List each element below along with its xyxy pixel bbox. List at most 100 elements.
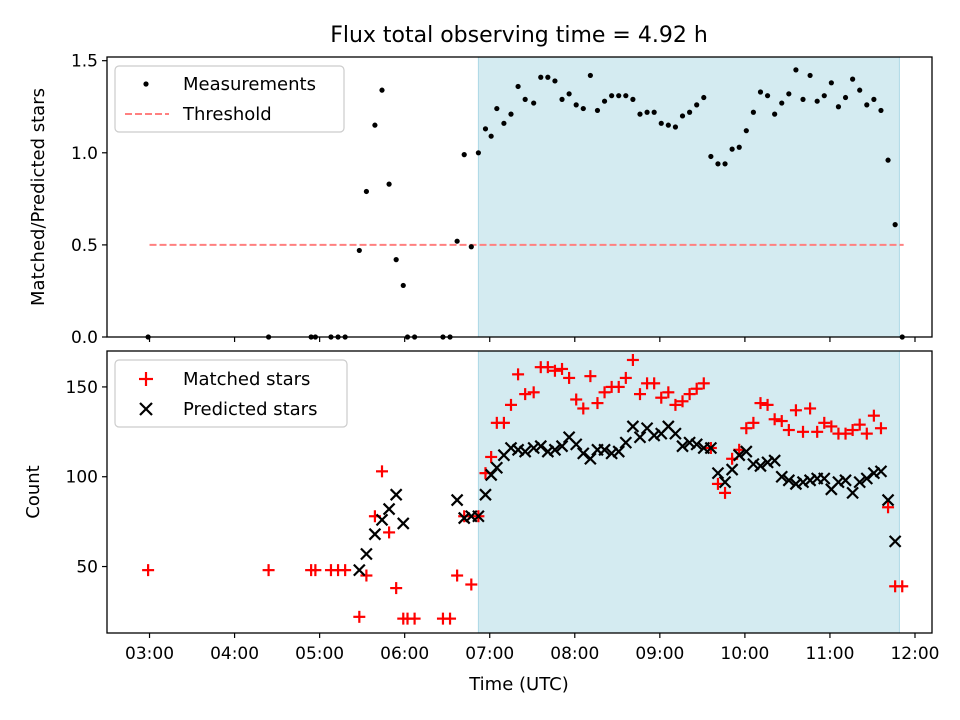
predicted-star-point — [860, 472, 874, 485]
y-tick-label: 100 — [66, 468, 98, 488]
predicted-x-b — [548, 443, 562, 457]
measurement-point — [501, 120, 507, 126]
predicted-x-b — [396, 517, 410, 530]
matched-star-point — [825, 420, 838, 433]
measurement-point — [807, 72, 813, 79]
matched-star-point — [512, 368, 525, 381]
legend-threshold-label: Threshold — [182, 104, 272, 125]
matched-star-point — [541, 361, 554, 374]
matched-star-point — [655, 391, 668, 404]
predicted-star-point — [718, 475, 732, 489]
predicted-star-point — [853, 475, 866, 489]
legend-matched-label: Matched stars — [183, 369, 310, 390]
matched-star-point — [797, 425, 810, 438]
matched-star-point — [309, 564, 322, 577]
matched-star-point — [142, 564, 155, 577]
x-tick-label: 12:00 — [890, 644, 939, 664]
predicted-star-point — [782, 474, 796, 487]
measurement-point — [515, 83, 521, 90]
matched-star-point — [339, 564, 352, 577]
measurement-point — [400, 282, 406, 289]
measurements-points — [145, 67, 905, 340]
measurement-point — [393, 257, 399, 263]
predicted-star-point — [518, 445, 532, 458]
predicted-star-point — [598, 443, 611, 457]
predicted-x-b — [747, 457, 760, 471]
star-count-panel-frame — [106, 350, 933, 634]
matched-star-point — [383, 526, 396, 539]
measurement-point — [630, 96, 636, 102]
measurement-point — [379, 87, 385, 93]
x-tick-label: 07:00 — [465, 644, 514, 664]
measurement-point — [842, 94, 849, 101]
predicted-x-b — [669, 427, 682, 440]
predicted-star-point — [584, 452, 597, 466]
predicted-x-b — [690, 438, 703, 451]
predicted-star-point — [754, 459, 767, 473]
matched-star-point — [458, 510, 471, 523]
predicted-x-b — [368, 527, 382, 541]
legend-predicted-label: Predicted stars — [183, 399, 317, 420]
predicted-x-b — [353, 563, 366, 577]
measurement-point — [864, 102, 870, 108]
predicted-star-point — [775, 470, 789, 484]
star-count-legend: Matched stars Predicted stars — [114, 359, 348, 428]
predicted-star-point — [725, 463, 739, 476]
predicted-star-point — [569, 438, 583, 451]
predicted-x-b — [775, 470, 789, 484]
y-tick-label: 0.0 — [71, 328, 98, 348]
predicted-star-point — [676, 439, 689, 453]
matched-star-point — [846, 424, 859, 437]
predicted-star-point — [669, 427, 682, 440]
measurement-point — [559, 96, 565, 102]
matched-star-point — [648, 377, 661, 390]
predicted-star-point — [633, 430, 647, 444]
predicted-x-b — [662, 420, 675, 433]
x-tick-label: 08:00 — [550, 644, 599, 664]
matched-star-point — [262, 564, 275, 577]
predicted-star-point — [612, 445, 626, 458]
predicted-x-b — [534, 439, 548, 453]
matched-star-point — [556, 362, 569, 375]
y-tick-label: 50 — [76, 558, 98, 578]
matched-star-point — [782, 424, 795, 437]
matched-star-point — [839, 427, 852, 440]
predicted-star-point — [353, 563, 366, 577]
star-count-legend-box — [114, 359, 348, 428]
matched-star-point — [465, 578, 478, 591]
measurement-point — [573, 102, 579, 108]
matched-star-point — [690, 382, 703, 395]
measurement-point — [821, 93, 827, 99]
flux-ratio-x-ticks — [148, 337, 916, 342]
matched-star-point — [719, 486, 732, 499]
observing-window-shade — [477, 56, 900, 338]
measurement-point — [722, 161, 728, 167]
predicted-star-point — [888, 535, 902, 548]
measurement-point — [885, 157, 891, 163]
measurement-point — [679, 113, 686, 119]
measurement-point — [772, 111, 778, 117]
matched-star-point — [570, 393, 583, 406]
matched-star-point — [598, 386, 611, 399]
measurement-point — [764, 93, 771, 99]
predicted-x-b — [676, 439, 689, 453]
matched-star-point — [390, 582, 403, 595]
measurement-point — [482, 126, 489, 132]
predicted-x-b — [562, 430, 576, 444]
matched-star-point — [740, 422, 753, 435]
predicted-x-b — [479, 488, 492, 501]
x-tick-label: 04:00 — [210, 644, 259, 664]
matched-star-point — [669, 398, 682, 411]
matched-star-point — [612, 380, 625, 393]
predicted-star-point — [626, 420, 640, 433]
predicted-x-b — [450, 493, 464, 507]
flux-ratio-panel-frame — [106, 56, 933, 338]
measurement-point — [814, 98, 820, 104]
predicted-star-point — [396, 517, 410, 530]
predicted-star-point — [817, 472, 831, 485]
matched-star-point — [563, 371, 576, 384]
predicted-x-b — [633, 430, 647, 444]
measurement-point — [651, 109, 657, 115]
x-axis-label: Time (UTC) — [468, 674, 569, 695]
